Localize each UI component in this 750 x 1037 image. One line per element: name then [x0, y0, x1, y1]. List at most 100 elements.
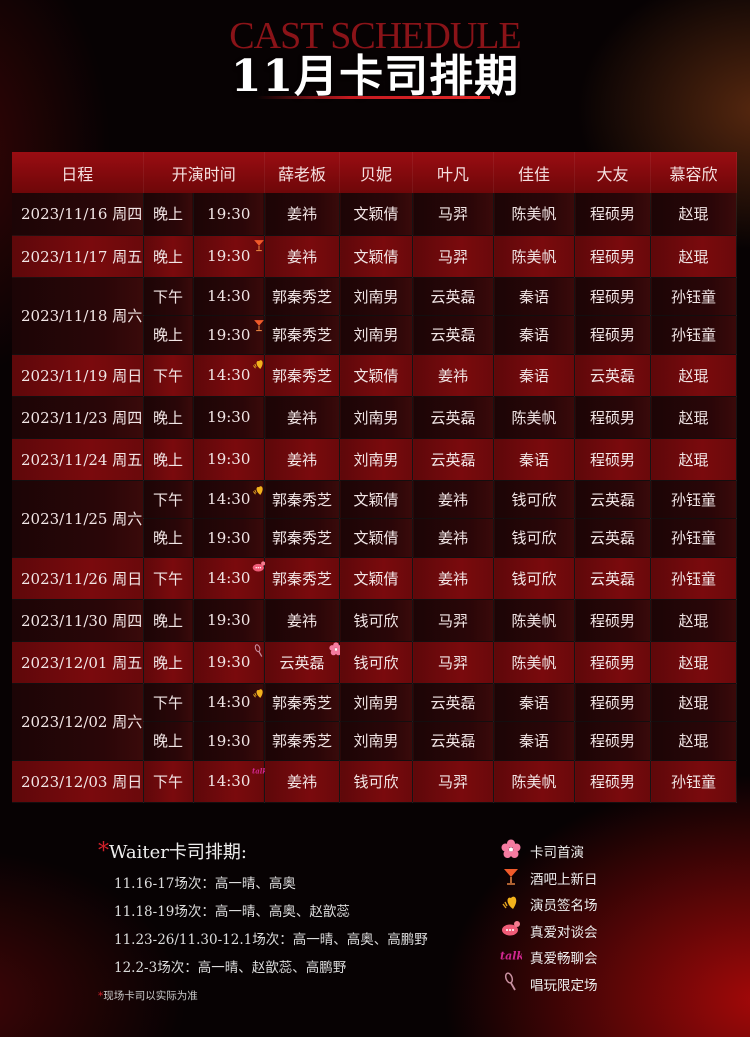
cast-cell: 马羿 — [412, 760, 494, 803]
waiter-line: 11.18-19场次：高一晴、高奥、赵歆蕊 — [114, 904, 350, 920]
cast-cell: 陈美帆 — [493, 641, 575, 684]
legend-item: 演员签名场 — [500, 891, 598, 918]
title-underline — [256, 96, 490, 99]
period-cell: 晚上 — [143, 518, 194, 558]
date-cell: 2023/12/01 周五 — [12, 641, 144, 684]
chat-icon — [252, 560, 266, 576]
cast-cell: 赵琨 — [650, 599, 737, 642]
cast-name: 陈美帆 — [511, 408, 557, 427]
cast-name: 秦语 — [518, 693, 549, 712]
legend-item: 真爱对谈会 — [500, 918, 598, 945]
mic-icon — [500, 972, 530, 996]
date-cell: 2023/11/24 周五 — [12, 438, 144, 481]
cast-name: 云英磊 — [279, 653, 325, 672]
time-cell: 19:30 — [193, 396, 266, 439]
cast-cell: 陈美帆 — [493, 396, 575, 439]
time-text: 14:30 — [207, 693, 251, 711]
cast-cell: 赵琨 — [650, 641, 737, 684]
cast-cell: 姜祎 — [264, 599, 340, 642]
cast-cell: 刘南男 — [339, 315, 413, 355]
cast-cell: 文颖倩 — [339, 557, 413, 600]
period-cell: 下午 — [143, 480, 194, 519]
cast-cell: 秦语 — [493, 315, 575, 355]
cast-cell: 孙钰童 — [650, 480, 737, 519]
svg-text:talk: talk — [252, 767, 266, 776]
cast-name: 郭秦秀芝 — [271, 529, 332, 547]
cast-name: 马羿 — [437, 653, 468, 672]
date-cell: 2023/11/30 周四 — [12, 599, 144, 642]
time-text: 19:30 — [207, 653, 251, 671]
table-row: 晚上 19:30 郭秦秀芝 刘南男 云英磊 秦语 程硕男 孙钰童 — [12, 315, 737, 355]
cocktail-icon — [252, 318, 266, 334]
cast-name: 陈美帆 — [511, 611, 557, 630]
period-cell: 下午 — [143, 683, 194, 722]
cast-cell: 云英磊 — [412, 396, 494, 439]
cast-name: 赵琨 — [678, 693, 709, 712]
waiter-line: 11.23-26/11.30-12.1场次：高一晴、高奥、高鹏野 — [114, 932, 428, 948]
cast-name: 赵琨 — [678, 247, 709, 266]
cast-name: 赵琨 — [678, 450, 709, 469]
cast-cell: 姜祎 — [264, 235, 340, 278]
cast-cell: 姜祎 — [412, 354, 494, 397]
svg-text:talk: talk — [500, 950, 522, 963]
period-cell: 晚上 — [143, 193, 194, 236]
table-row: 晚上 19:30 郭秦秀芝 刘南男 云英磊 秦语 程硕男 赵琨 — [12, 721, 737, 761]
time-text: 14:30 — [207, 569, 251, 587]
cast-cell: 陈美帆 — [493, 235, 575, 278]
cast-cell: 刘南男 — [339, 277, 413, 316]
time-cell: 19:30 — [193, 235, 266, 278]
cast-cell: 程硕男 — [574, 599, 651, 642]
table-header-row: 日程 开演时间 薛老板 贝妮 叶凡 佳佳 大友 慕容欣 — [12, 152, 737, 193]
legend-item: 卡司首演 — [500, 838, 598, 865]
cast-cell: 郭秦秀芝 — [264, 683, 340, 722]
cast-name: 文颖倩 — [353, 569, 399, 588]
table-row: 2023/12/02 周六 下午 14:30 郭秦秀芝 刘南男 云英磊 秦语 程硕男 赵琨 — [12, 683, 737, 761]
cast-cell: 刘南男 — [339, 683, 413, 722]
period-cell: 下午 — [143, 760, 194, 803]
time-text: 19:30 — [207, 204, 251, 223]
table-row: 2023/11/30 周四 晚上 19:30 姜祎 钱可欣 马羿 陈美帆 程硕男 赵琨 — [12, 599, 737, 642]
legend: 卡司首演 酒吧上新日 演员签名场 真爱对谈会 talk 真爱畅聊会 唱玩限定场 — [500, 838, 598, 997]
cast-cell: 孙钰童 — [650, 315, 737, 355]
legend-item: talk 真爱畅聊会 — [500, 944, 598, 971]
time-cell: 14:30 talk — [193, 760, 267, 803]
cast-cell: 陈美帆 — [493, 193, 575, 236]
cast-name: 刘南男 — [353, 326, 399, 344]
cast-name: 钱可欣 — [511, 490, 557, 509]
time-cell: 19:30 — [193, 518, 266, 558]
cast-cell: 程硕男 — [574, 315, 651, 355]
cast-cell: 赵琨 — [650, 235, 737, 278]
time-text: 19:30 — [207, 325, 251, 344]
cast-cell: 云英磊 — [412, 683, 494, 722]
cast-cell: 程硕男 — [574, 235, 651, 278]
period-cell: 晚上 — [143, 235, 194, 278]
date-cell: 2023/12/02 周六 — [12, 683, 144, 761]
cast-name: 云英磊 — [589, 490, 635, 509]
cast-cell: 云英磊 — [412, 438, 494, 481]
waiter-line: 11.16-17场次：高一晴、高奥 — [114, 876, 296, 892]
cast-name: 程硕男 — [589, 693, 635, 712]
date-cell: 2023/11/23 周四 — [12, 396, 144, 439]
col-header-role: 佳佳 — [493, 152, 575, 193]
cast-cell: 赵琨 — [650, 396, 737, 439]
cast-cell: 钱可欣 — [339, 599, 413, 642]
cast-cell: 姜祎 — [264, 438, 340, 481]
legend-label: 卡司首演 — [530, 845, 584, 862]
time-cell: 19:30 — [193, 315, 266, 355]
flower-icon — [500, 839, 530, 863]
waiter-title-text: Waiter卡司排期: — [109, 842, 247, 863]
cast-cell: 钱可欣 — [339, 760, 413, 803]
date-cell: 2023/11/16 周四 — [12, 193, 144, 236]
cast-name: 孙钰童 — [670, 326, 716, 344]
cast-name: 马羿 — [437, 772, 468, 791]
cast-name: 孙钰童 — [670, 529, 716, 547]
cast-cell: 郭秦秀芝 — [264, 480, 340, 519]
cast-cell: 刘南男 — [339, 396, 413, 439]
cast-name: 云英磊 — [589, 366, 635, 385]
date-cell: 2023/12/03 周日 — [12, 760, 144, 803]
cast-name: 文颖倩 — [353, 366, 399, 385]
cast-cell: 秦语 — [493, 721, 575, 761]
period-cell: 晚上 — [143, 438, 194, 481]
col-header-role: 大友 — [574, 152, 651, 193]
legend-label: 酒吧上新日 — [530, 871, 598, 888]
